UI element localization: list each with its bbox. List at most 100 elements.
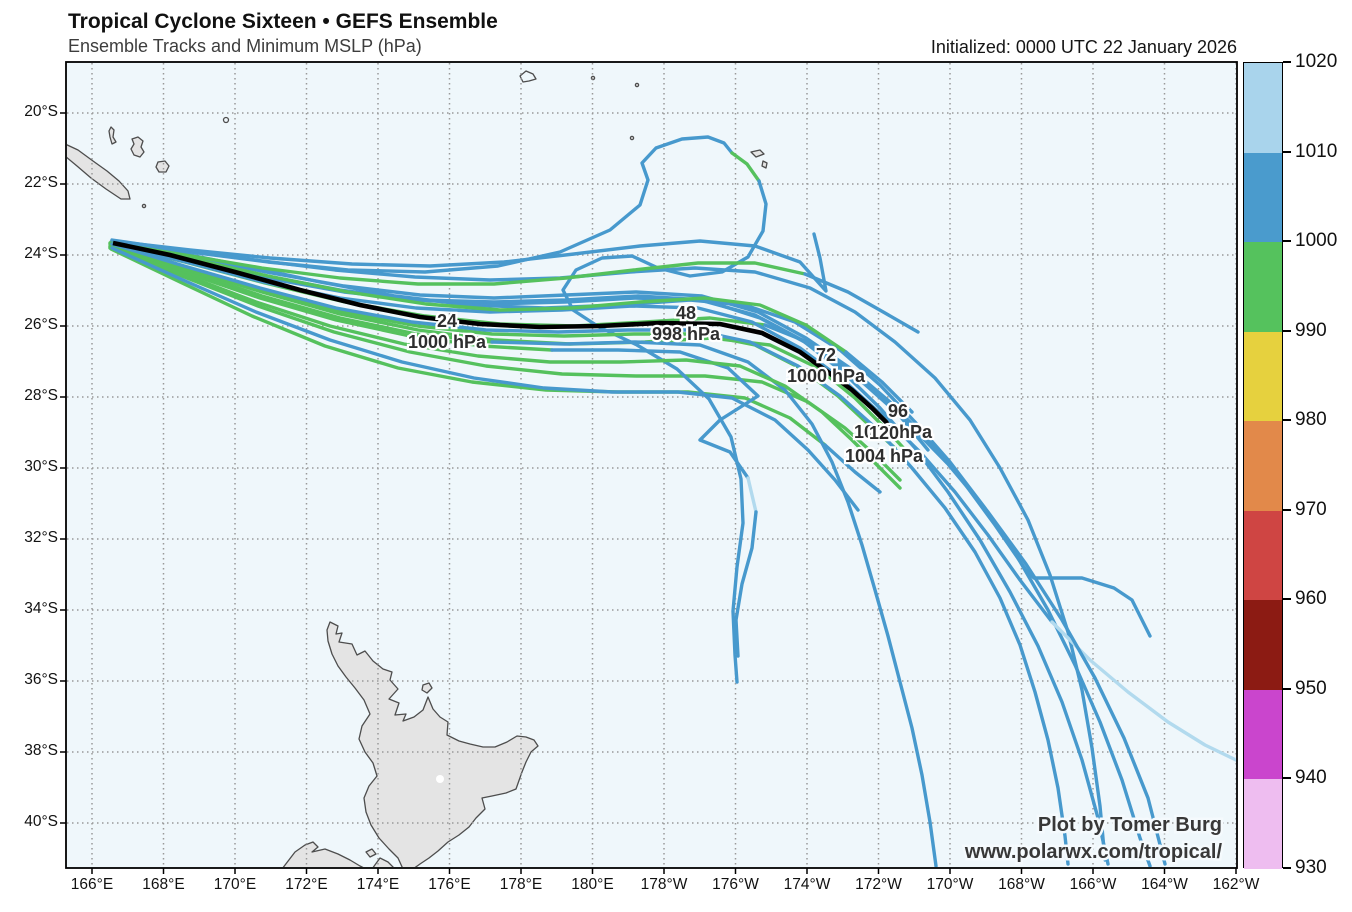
- colorbar-tick-mark: [1283, 598, 1291, 601]
- y-tick-label: 36°S: [24, 671, 58, 688]
- ensemble-track-segment: [112, 240, 895, 434]
- coastline-islet-ring: [222, 116, 230, 124]
- colorbar-tick-label: 1000: [1295, 230, 1338, 252]
- coastline-island-small-1: [108, 126, 117, 145]
- ensemble-tracks: [108, 135, 1236, 867]
- waypoint-hour-label: 48: [676, 303, 696, 323]
- colorbar-segment: [1244, 63, 1282, 154]
- coastline-islet-dot-5: [365, 848, 377, 858]
- colorbar-segment: [1244, 689, 1282, 780]
- colorbar-tick-mark: [1283, 61, 1291, 63]
- ensemble-track-segment: [110, 240, 1152, 638]
- y-tick-label: 24°S: [24, 245, 58, 262]
- colorbar-tick-label: 960: [1295, 588, 1327, 610]
- colorbar-tick-label: 950: [1295, 677, 1327, 699]
- coastline-islet-dot-3: [634, 82, 640, 88]
- figure-title: Tropical Cyclone Sixteen • GEFS Ensemble: [68, 10, 498, 33]
- y-tick-label: 40°S: [24, 813, 58, 830]
- colorbar-segment: [1244, 242, 1282, 333]
- y-tick-label: 34°S: [24, 600, 58, 617]
- colorbar-tick-mark: [1283, 329, 1291, 332]
- ensemble-track-segment: [823, 443, 882, 494]
- colorbar-tick-label: 980: [1295, 409, 1327, 431]
- colorbar-tick-label: 970: [1295, 498, 1327, 520]
- ensemble-track-segment: [1050, 620, 1236, 762]
- coastline-south-island-fragment: [282, 841, 364, 867]
- waypoint-hour-label: 72: [816, 345, 836, 365]
- x-tick-label: 168°W: [998, 876, 1045, 893]
- colorbar-tick-label: 990: [1295, 319, 1327, 341]
- x-tick-label: 172°W: [855, 876, 902, 893]
- x-tick-label: 176°W: [712, 876, 759, 893]
- x-tick-label: 172°E: [285, 876, 328, 893]
- colorbar-tick-mark: [1283, 867, 1291, 869]
- ensemble-track-segment: [734, 510, 758, 658]
- colorbar-segment: [1244, 152, 1282, 243]
- y-tick-label: 32°S: [24, 529, 58, 546]
- x-tick-label: 176°E: [428, 876, 471, 893]
- x-tick-label: 174°E: [356, 876, 400, 893]
- colorbar-segment: [1244, 421, 1282, 512]
- colorbar-segment: [1244, 331, 1282, 422]
- colorbar-tick-mark: [1283, 687, 1291, 690]
- x-tick-label: 166°W: [1069, 876, 1117, 893]
- colorbar-segment: [1244, 600, 1282, 691]
- colorbar-tick-mark: [1283, 150, 1291, 153]
- waypoint-hour-label: 96: [888, 401, 908, 421]
- colorbar-segment: [1244, 779, 1282, 870]
- ensemble-track-segment: [490, 340, 938, 867]
- mean-track: [112, 240, 895, 434]
- ensemble-track-segment: [803, 272, 920, 334]
- colorbar-tick-mark: [1283, 508, 1291, 511]
- colorbar-tick-label: 930: [1295, 857, 1327, 878]
- y-tick-label: 28°S: [24, 387, 58, 404]
- colorbar-tick-mark: [1283, 419, 1291, 422]
- init-time-label: Initialized: 0000 UTC 22 January 2026: [930, 37, 1237, 57]
- x-tick-label: 178°W: [640, 876, 688, 893]
- coastline-fiji-fragment: [519, 70, 537, 83]
- axis-ticks: [60, 112, 1237, 874]
- waypoint-hour-label: 24: [437, 311, 457, 331]
- colorbar-segment: [1244, 510, 1282, 601]
- waypoint-mslp-label: 1004 hPa: [845, 446, 924, 466]
- plot-frame: [65, 61, 1238, 869]
- ensemble-track-segment: [110, 232, 828, 293]
- y-tick-label: 20°S: [24, 103, 58, 120]
- colorbar-tick-mark: [1283, 240, 1291, 243]
- x-tick-label: 166°E: [70, 876, 114, 893]
- y-tick-label: 38°S: [24, 742, 58, 759]
- ensemble-track-segment: [844, 350, 914, 414]
- y-tick-label: 26°S: [24, 316, 58, 333]
- ensemble-track-segment: [110, 238, 1107, 862]
- ensemble-track-segment: [110, 246, 860, 512]
- coastline-islet-dot-4: [629, 135, 635, 141]
- ensemble-track-segment: [111, 135, 734, 274]
- waypoint-mslp-label: 1002 hPa: [854, 422, 933, 442]
- x-tick-label: 168°E: [142, 876, 185, 893]
- colorbar-tick-label: 1010: [1295, 140, 1338, 162]
- x-tick-label: 162°W: [1212, 876, 1260, 893]
- coastline-south-island-fragment-2: [372, 857, 394, 867]
- coastline-islet-pair-a: [750, 149, 765, 158]
- ensemble-track-segment: [108, 241, 807, 286]
- y-tick-label: 22°S: [24, 174, 58, 191]
- ensemble-track-segment: [110, 242, 1070, 866]
- x-tick-label: 174°W: [783, 876, 831, 893]
- x-tick-label: 178°E: [499, 876, 543, 893]
- x-tick-label: 170°W: [926, 876, 974, 893]
- gridlines: [67, 63, 1236, 867]
- attribution-url: www.polarwx.com/tropical/: [964, 841, 1223, 863]
- waypoint-mslp-label: 1000 hPa: [787, 366, 866, 386]
- waypoint-mslp-label: 998 hPa: [652, 324, 721, 344]
- colorbar-tick-label: 1020: [1295, 51, 1338, 72]
- x-tick-label: 170°E: [213, 876, 257, 893]
- ocean-background: [66, 62, 1237, 868]
- colorbar-tick-mark: [1283, 777, 1291, 780]
- figure-subtitle: Ensemble Tracks and Minimum MSLP (hPa): [68, 36, 422, 56]
- ensemble-track-segment: [110, 244, 554, 352]
- coastline-islet-dot-1: [141, 203, 147, 209]
- y-tick-label: 30°S: [24, 458, 58, 475]
- attribution-author: Plot by Tomer Burg: [1038, 814, 1222, 836]
